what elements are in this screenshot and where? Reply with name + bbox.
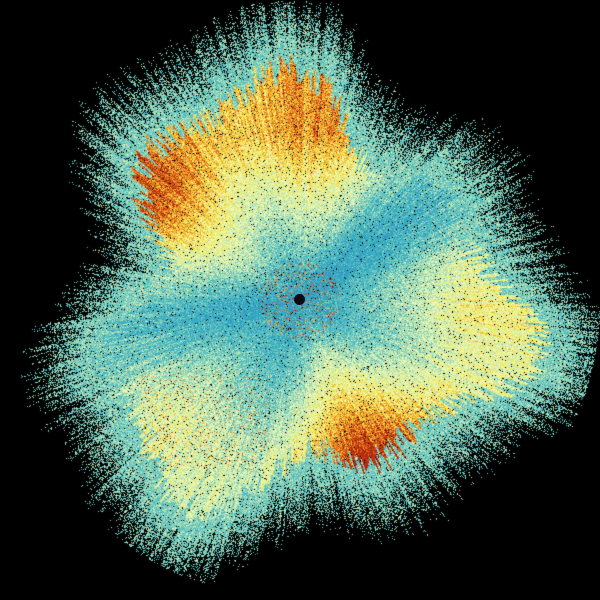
radar-site-marker: [294, 294, 305, 305]
